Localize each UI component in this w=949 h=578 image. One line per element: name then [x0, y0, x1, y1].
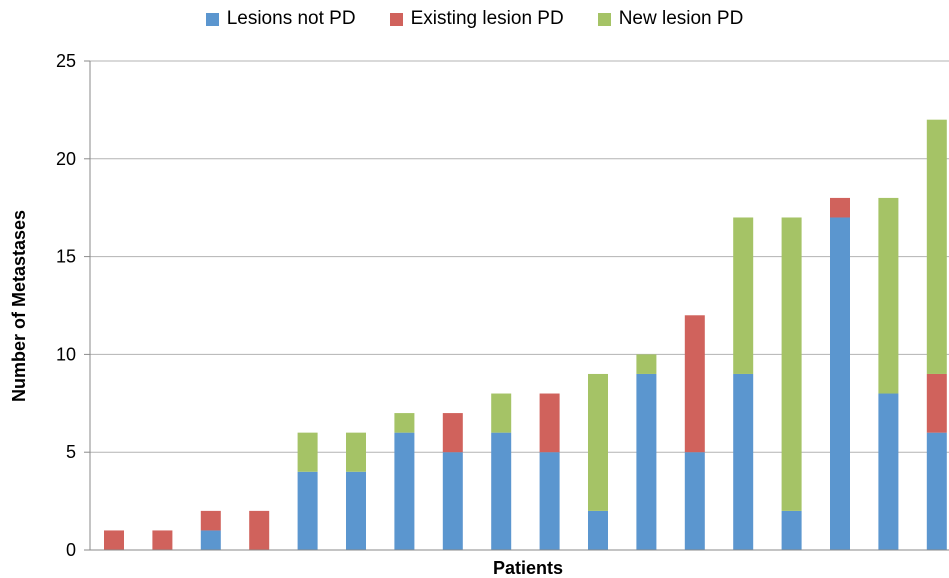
bar-segment-new-lesion-pd [346, 432, 366, 472]
legend-label-lesions-not-pd: Lesions not PD [226, 8, 356, 29]
axes: 0 5 10 15 20 25 [56, 51, 949, 560]
legend-swatch-lesions-not-pd [205, 12, 219, 26]
bar-segment-existing-lesion-pd [104, 530, 124, 550]
bar-segment-new-lesion-pd [297, 432, 318, 472]
bar-segment-lesions-not-pd [394, 432, 415, 550]
legend: Lesions not PD Existing lesion PD New le… [0, 8, 949, 30]
bar-segment-existing-lesion-pd [830, 197, 850, 218]
legend-item-new-lesion-pd: New lesion PD [597, 8, 744, 30]
x-axis-title: Patients [493, 558, 563, 578]
y-tick-label: 15 [56, 247, 76, 267]
bar-segment-lesions-not-pd [200, 530, 221, 550]
bar-segment-lesions-not-pd [491, 432, 512, 550]
bar-segment-lesions-not-pd [588, 510, 608, 550]
bar-segment-existing-lesion-pd [442, 413, 463, 453]
bar-segment-new-lesion-pd [394, 413, 415, 433]
bars [104, 119, 947, 551]
bar-segment-lesions-not-pd [781, 510, 802, 550]
y-tick-label: 25 [56, 51, 76, 71]
bar-segment-existing-lesion-pd [539, 393, 560, 453]
bar-segment-lesions-not-pd [442, 452, 463, 550]
legend-item-existing-lesion-pd: Existing lesion PD [389, 8, 564, 30]
legend-swatch-existing-lesion-pd [389, 12, 403, 26]
bar-segment-new-lesion-pd [878, 197, 899, 394]
bar-segment-lesions-not-pd [297, 471, 318, 550]
legend-swatch-new-lesion-pd [597, 12, 611, 26]
bar-segment-new-lesion-pd [588, 373, 608, 511]
bar-segment-existing-lesion-pd [152, 530, 173, 550]
legend-item-lesions-not-pd: Lesions not PD [205, 8, 356, 30]
bar-segment-lesions-not-pd [539, 452, 560, 550]
y-axis-title: Number of Metastases [9, 210, 29, 402]
y-tick-label: 10 [56, 344, 76, 364]
legend-label-new-lesion-pd: New lesion PD [618, 8, 744, 29]
gridlines [90, 60, 949, 453]
bar-segment-lesions-not-pd [878, 393, 899, 550]
bar-segment-existing-lesion-pd [249, 510, 270, 550]
bar-segment-existing-lesion-pd [200, 510, 221, 531]
y-tick-label: 5 [66, 442, 76, 462]
bar-segment-existing-lesion-pd [926, 373, 947, 433]
bar-segment-lesions-not-pd [346, 471, 366, 550]
bar-segment-new-lesion-pd [636, 354, 657, 374]
bar-segment-new-lesion-pd [926, 119, 947, 374]
y-tick-label: 20 [56, 149, 76, 169]
bar-segment-lesions-not-pd [926, 432, 947, 550]
bar-segment-lesions-not-pd [684, 452, 705, 550]
bar-segment-lesions-not-pd [636, 373, 657, 550]
y-tick-label: 0 [66, 540, 76, 560]
bar-segment-new-lesion-pd [781, 217, 802, 511]
bar-segment-existing-lesion-pd [684, 315, 705, 453]
bar-segment-lesions-not-pd [733, 373, 754, 550]
legend-label-existing-lesion-pd: Existing lesion PD [410, 8, 564, 29]
bar-segment-new-lesion-pd [733, 217, 754, 374]
bar-segment-new-lesion-pd [491, 393, 512, 433]
bar-segment-lesions-not-pd [830, 217, 850, 551]
